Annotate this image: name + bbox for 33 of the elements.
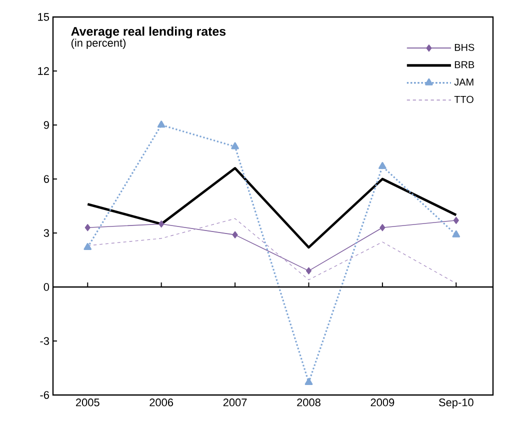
text: Average real lending rates (71, 26, 226, 38)
legend-label: BRB (454, 61, 474, 68)
y-tick-label: 0 (44, 283, 50, 291)
point (232, 231, 238, 238)
point (304, 378, 313, 385)
legend-label: JAM (454, 78, 474, 86)
text: (in percent) (71, 38, 126, 49)
y-tick-label: -6 (40, 391, 49, 399)
y-tick-label: 3 (44, 229, 49, 237)
y-tick-label: 9 (44, 121, 49, 129)
x-tick-label: 2006 (150, 398, 174, 406)
line-series (86, 167, 458, 249)
y-tick-label: 12 (38, 67, 49, 75)
y-tick-label: 15 (38, 13, 50, 21)
point (231, 142, 239, 150)
x-tick-label: 2009 (370, 398, 394, 406)
point (157, 120, 166, 128)
point (158, 220, 164, 228)
point (306, 267, 312, 274)
x-tick-label: Sep-10 (438, 398, 474, 408)
point (380, 224, 386, 232)
legend-label: BHS (454, 44, 474, 51)
point (452, 230, 460, 238)
x-tick-label: 2005 (76, 398, 100, 406)
x-tick-label: 2008 (297, 398, 320, 406)
point (84, 243, 92, 250)
x-tick-label: 2007 (223, 398, 247, 406)
y-tick-label: -3 (40, 337, 49, 345)
point (453, 216, 459, 224)
point (84, 224, 90, 232)
y-tick-label: 6 (44, 175, 49, 183)
point (378, 162, 386, 169)
legend-label: TTO (454, 96, 474, 103)
